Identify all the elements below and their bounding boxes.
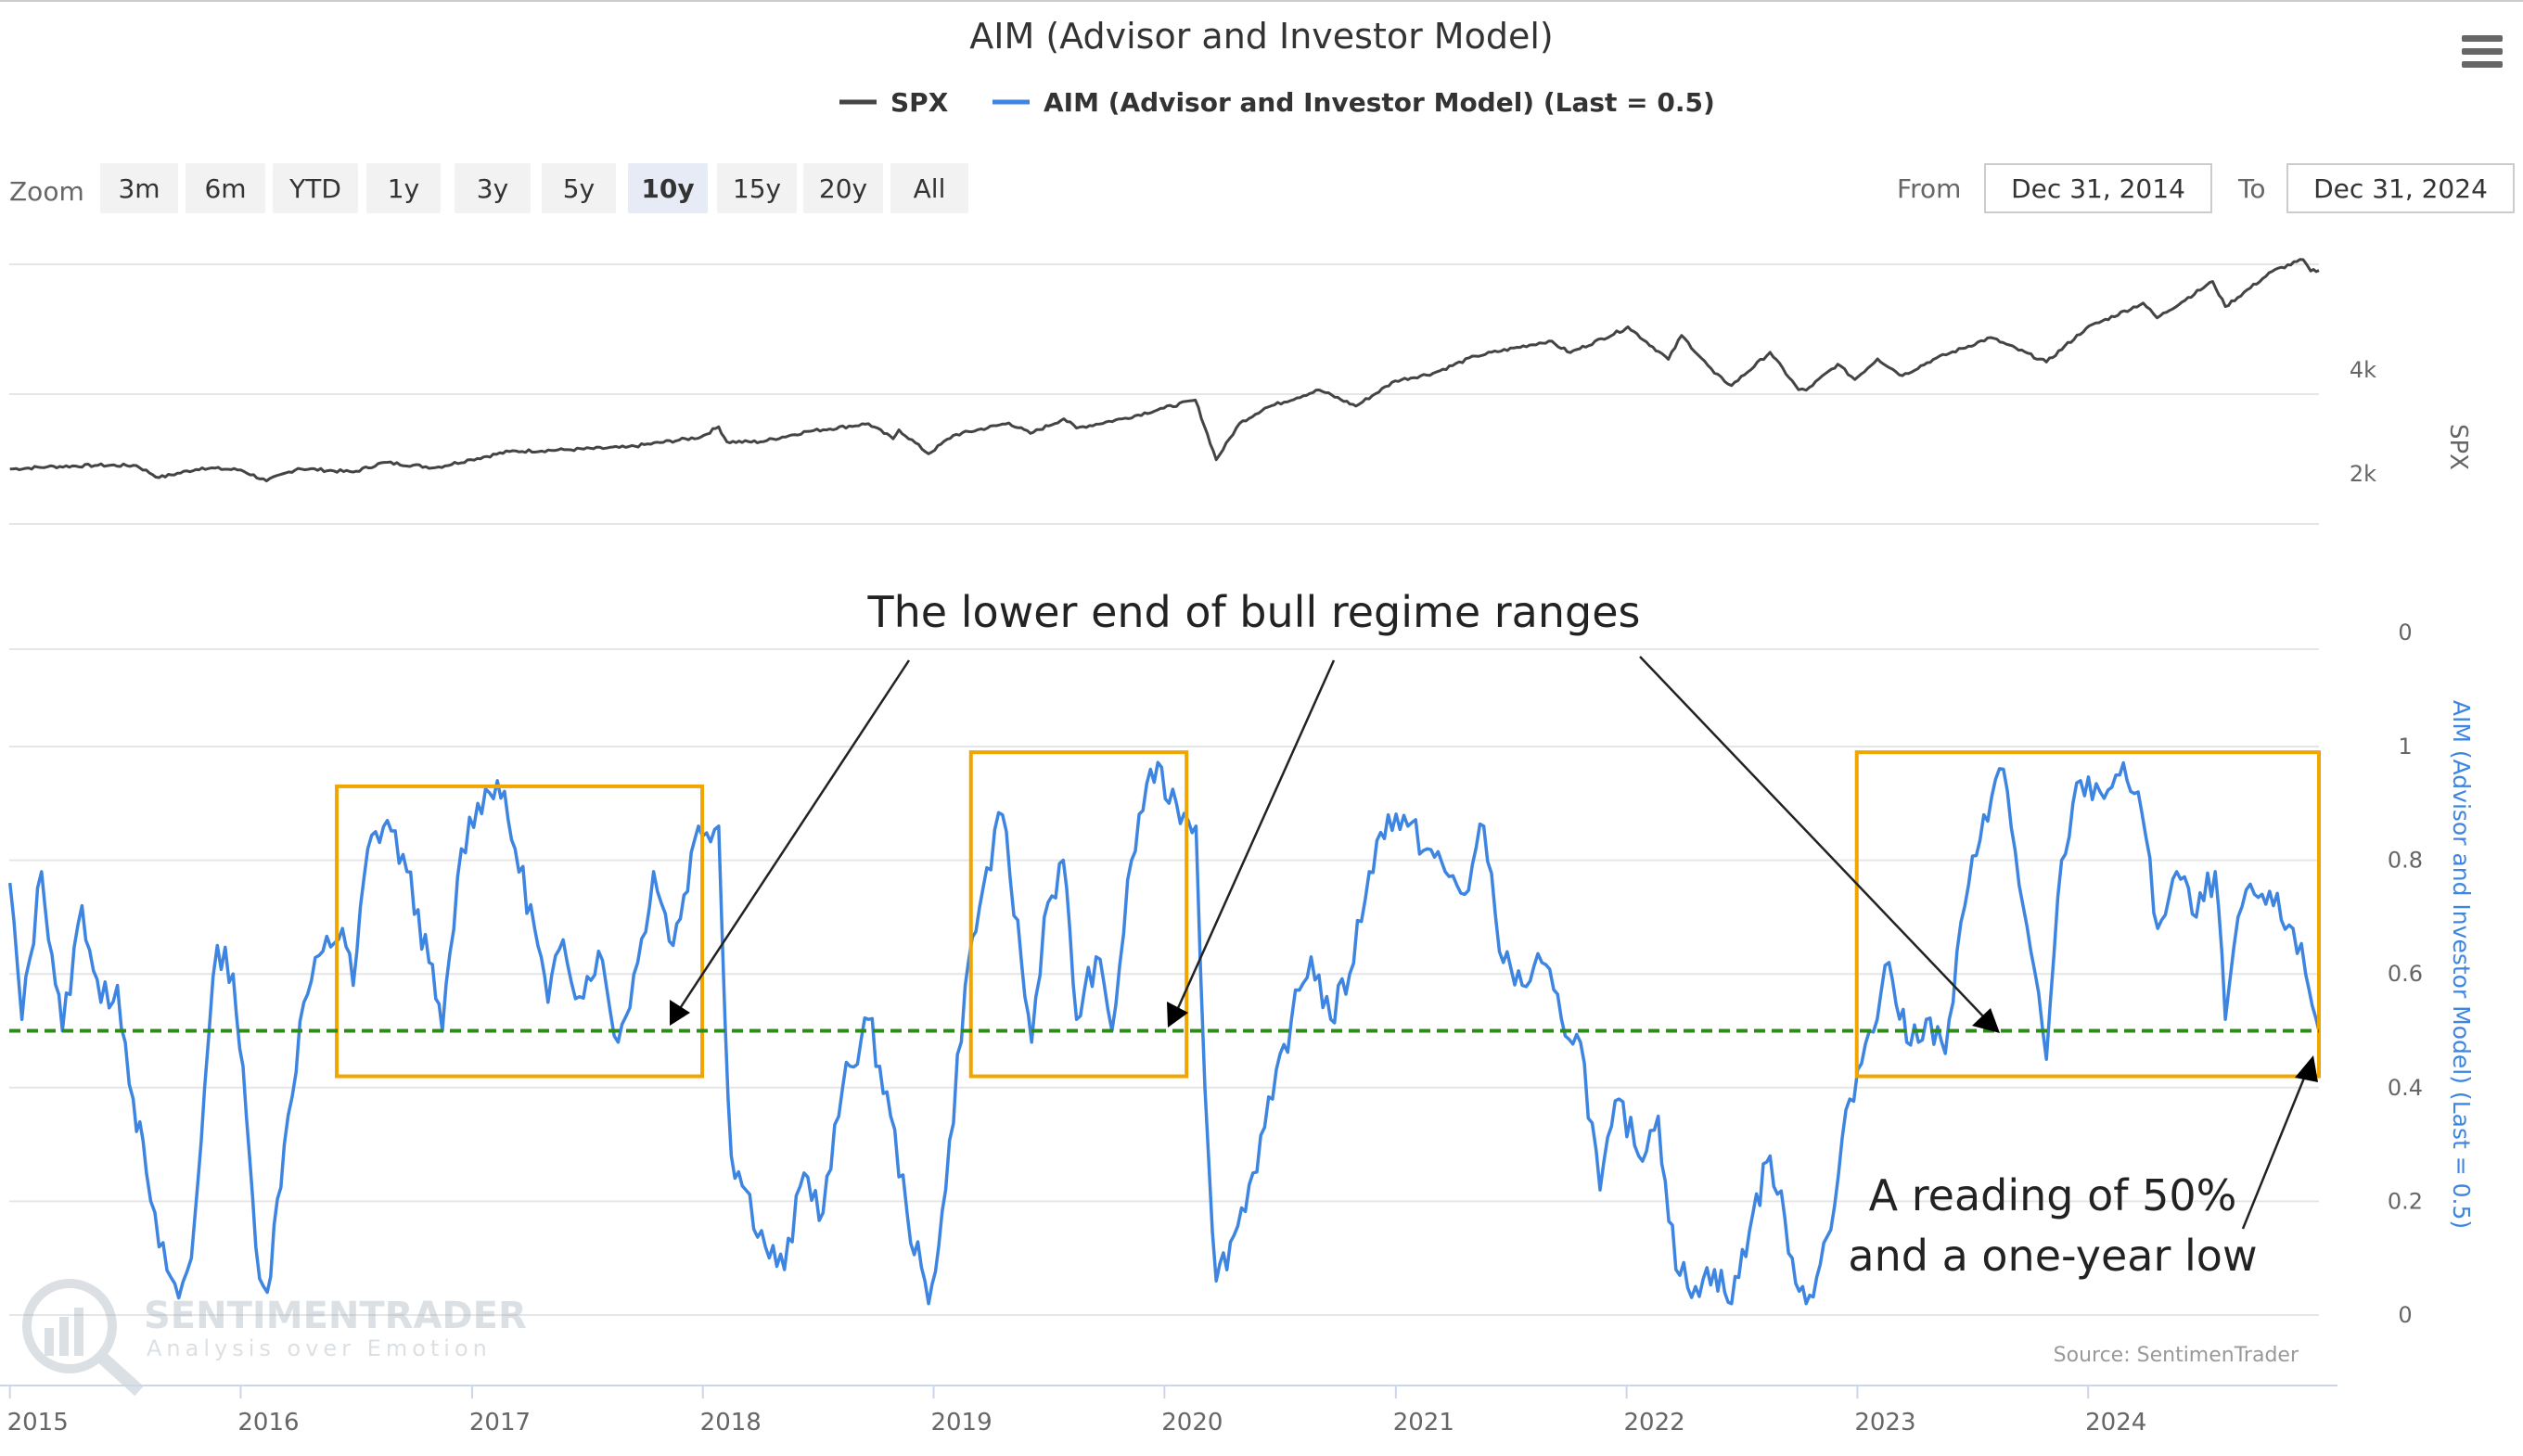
zoom-button-20y[interactable]: 20y [803,163,883,213]
to-label: To [2237,173,2265,204]
gridlines [9,263,2319,1316]
x-tick-label: 2018 [700,1409,762,1437]
zoom-button-5y[interactable]: 5y [542,163,616,213]
x-tick-label: 2022 [1624,1409,1685,1437]
zoom-button-label: All [914,173,946,204]
annotation-bull-regime: The lower end of bull regime ranges [670,587,2000,1033]
spx-tick-label: 4k [2350,357,2376,383]
annotation-arrow-4 [2241,1055,2318,1230]
zoom-button-label: 20y [819,173,867,204]
x-tick-label: 2019 [930,1409,992,1437]
annotation-arrow-3 [1639,656,2000,1033]
x-tick-label: 2020 [1161,1409,1223,1437]
zoom-button-1y[interactable]: 1y [366,163,441,213]
annotation-latest-line-2: and a one-year low [1848,1231,2257,1281]
zoom-button-label: 1y [388,173,419,204]
zoom-button-label: 3y [477,173,508,204]
aim-tick-label: 0 [2398,1302,2412,1328]
zoom-button-15y[interactable]: 15y [717,163,797,213]
annotation-bull-regime-text: The lower end of bull regime ranges [867,587,1641,637]
x-tick-label: 2015 [7,1409,69,1437]
zoom-buttons: 3m 6m YTD 1y 3y 5y 10y 15y 20y All [100,163,968,213]
chart-title: AIM (Advisor and Investor Model) [969,16,1553,57]
to-date-value: Dec 31, 2024 [2313,173,2488,204]
legend-label-aim: AIM (Advisor and Investor Model) (Last =… [1044,87,1715,118]
zoom-button-3m[interactable]: 3m [100,163,178,213]
from-label: From [1897,173,1961,204]
annotation-arrow-2 [1167,659,1336,1028]
aim-plot [7,760,2321,1306]
highlight-box-1 [335,784,705,1079]
zoom-button-3y[interactable]: 3y [455,163,531,213]
highlight-box-2 [968,750,1189,1079]
aim-tick-label: 0.4 [2388,1075,2423,1101]
aim-series-line [7,760,2321,1306]
hamburger-menu-icon[interactable] [2462,35,2503,68]
from-date-input[interactable]: Dec 31, 2014 [1984,163,2212,213]
source-credit: Source: SentimenTrader [2054,1344,2299,1367]
zoom-button-label: 6m [204,173,246,204]
x-tick-label: 2017 [469,1409,531,1437]
watermark: SENTIMENTRADER Analysis over Emotion [22,1279,527,1397]
aim-tick-label: 0.8 [2388,848,2423,874]
x-tick-label: 2023 [1854,1409,1915,1437]
watermark-subtitle: Analysis over Emotion [147,1335,492,1361]
annotation-latest-line-1: A reading of 50% [1869,1170,2237,1220]
from-date-value: Dec 31, 2014 [2011,173,2185,204]
x-tick-label: 2021 [1393,1409,1454,1437]
aim-tick-label: 0.6 [2388,961,2423,987]
aim-tick-label: 1 [2398,734,2412,760]
legend-label-spx: SPX [890,87,949,118]
zoom-button-all[interactable]: All [890,163,968,213]
spx-series-line [9,258,2320,483]
annotation-latest-reading: A reading of 50% and a one-year low [1848,1055,2318,1281]
zoom-button-label: YTD [288,173,341,204]
highlight-boxes [335,750,2321,1079]
legend-item-aim[interactable]: AIM (Advisor and Investor Model) (Last =… [993,87,1715,118]
zoom-button-label: 10y [641,173,694,204]
zoom-button-label: 3m [118,173,160,204]
to-date-input[interactable]: Dec 31, 2024 [2286,163,2515,213]
spx-tick-label: 2k [2350,461,2376,487]
spx-plot [9,258,2320,483]
x-tick-label: 2024 [2085,1409,2146,1437]
zoom-button-label: 15y [733,173,781,204]
annotation-arrow-1 [670,659,911,1026]
watermark-title: SENTIMENTRADER [144,1295,527,1337]
zoom-button-6m[interactable]: 6m [186,163,265,213]
x-tick-label: 2016 [237,1409,299,1437]
zoom-button-ytd[interactable]: YTD [273,163,358,213]
axis-labels: 2k 4k 0 0.2 0.4 0.6 0.8 1 0 SPX AIM (Advisor and I… [2350,357,2475,1328]
highlight-box-3 [1854,750,2321,1079]
watermark-logo-icon [22,1279,144,1397]
zoom-button-label: 5y [563,173,595,204]
spx-axis-title: SPX [2444,424,2472,470]
legend-item-spx[interactable]: SPX [839,87,949,118]
aim-tick-label: 0.2 [2388,1188,2423,1214]
spx-zero-tick-label: 0 [2398,619,2412,645]
zoom-button-10y[interactable]: 10y [628,163,708,213]
x-axis: 2015 2016 2017 2018 2019 2020 2021 2022 2023 2024 [7,1386,2146,1437]
zoom-label: Zoom [9,176,84,207]
legend: SPX AIM (Advisor and Investor Model) (La… [839,87,1715,118]
aim-axis-title: AIM (Advisor and Investor Model) (Last =… [2448,700,2475,1229]
